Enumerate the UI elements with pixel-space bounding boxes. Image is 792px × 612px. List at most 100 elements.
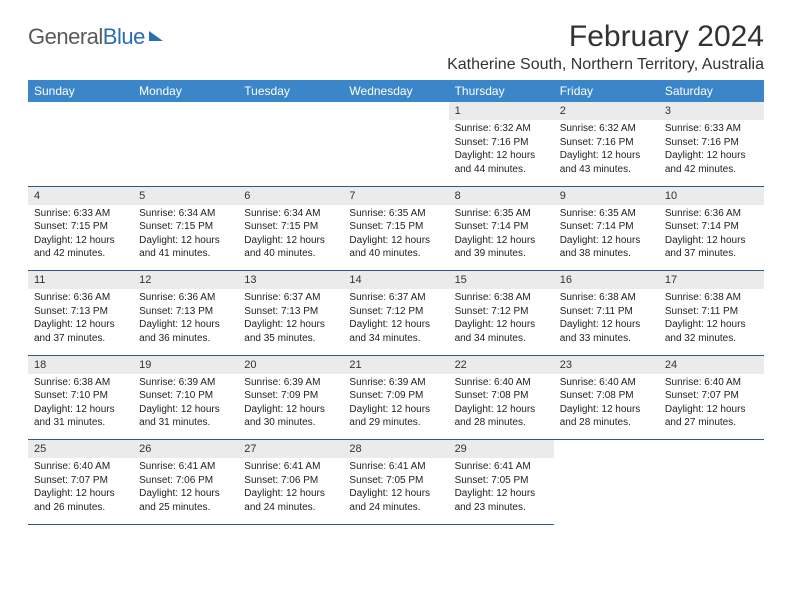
day-detail-line: Sunrise: 6:32 AM bbox=[560, 122, 653, 136]
day-number-row: 123 bbox=[28, 102, 764, 120]
day-detail-line: Sunset: 7:08 PM bbox=[560, 389, 653, 403]
day-detail-cell: Sunrise: 6:35 AMSunset: 7:15 PMDaylight:… bbox=[343, 205, 448, 271]
day-number-cell: 26 bbox=[133, 440, 238, 459]
brand-logo: GeneralBlue bbox=[28, 24, 163, 50]
day-detail-line: Daylight: 12 hours bbox=[560, 234, 653, 248]
weekday-header: Friday bbox=[554, 80, 659, 102]
day-number-cell: 28 bbox=[343, 440, 448, 459]
day-detail-row: Sunrise: 6:38 AMSunset: 7:10 PM Daylight:… bbox=[28, 374, 764, 440]
day-detail-line: Sunset: 7:15 PM bbox=[139, 220, 232, 234]
day-detail-line: Sunrise: 6:35 AM bbox=[349, 207, 442, 221]
day-detail-line: Daylight: 12 hours bbox=[665, 403, 758, 417]
day-detail-cell: Sunrise: 6:41 AMSunset: 7:05 PMDaylight:… bbox=[449, 458, 554, 524]
day-detail-line: and 41 minutes. bbox=[139, 247, 232, 261]
day-detail-cell: Sunrise: 6:34 AMSunset: 7:15 PMDaylight:… bbox=[238, 205, 343, 271]
day-detail-cell: Sunrise: 6:40 AMSunset: 7:08 PMDaylight:… bbox=[449, 374, 554, 440]
day-detail-line: and 34 minutes. bbox=[455, 332, 548, 346]
day-detail-line: Daylight: 12 hours bbox=[665, 318, 758, 332]
day-detail-cell: Sunrise: 6:40 AMSunset: 7:07 PMDaylight:… bbox=[28, 458, 133, 524]
day-detail-cell: Sunrise: 6:38 AMSunset: 7:10 PMDaylight:… bbox=[28, 374, 133, 440]
day-number-cell bbox=[343, 102, 448, 120]
day-detail-cell: Sunrise: 6:40 AMSunset: 7:07 PMDaylight:… bbox=[659, 374, 764, 440]
day-number-cell: 10 bbox=[659, 186, 764, 205]
day-detail-line: and 42 minutes. bbox=[34, 247, 127, 261]
calendar-body: 123Sunrise: 6:32 AMSunset: 7:16 PMDaylig… bbox=[28, 102, 764, 524]
day-number-cell: 8 bbox=[449, 186, 554, 205]
weekday-header: Thursday bbox=[449, 80, 554, 102]
day-detail-line: Sunrise: 6:38 AM bbox=[455, 291, 548, 305]
day-detail-line: Daylight: 12 hours bbox=[244, 318, 337, 332]
day-number-cell: 3 bbox=[659, 102, 764, 120]
day-detail-line: Sunset: 7:14 PM bbox=[455, 220, 548, 234]
day-detail-cell: Sunrise: 6:41 AMSunset: 7:05 PMDaylight:… bbox=[343, 458, 448, 524]
day-detail-line: Daylight: 12 hours bbox=[244, 487, 337, 501]
day-detail-line: Sunset: 7:06 PM bbox=[244, 474, 337, 488]
day-detail-cell: Sunrise: 6:39 AMSunset: 7:10 PMDaylight:… bbox=[133, 374, 238, 440]
day-detail-line: Daylight: 12 hours bbox=[560, 318, 653, 332]
day-detail-cell: Sunrise: 6:36 AMSunset: 7:13 PMDaylight:… bbox=[133, 289, 238, 355]
day-detail-line: Sunrise: 6:38 AM bbox=[34, 376, 127, 390]
day-detail-cell bbox=[659, 458, 764, 524]
brand-text: GeneralBlue bbox=[28, 24, 145, 50]
day-detail-line: Sunset: 7:16 PM bbox=[665, 136, 758, 150]
day-detail-line: Sunset: 7:09 PM bbox=[244, 389, 337, 403]
day-detail-line: Daylight: 12 hours bbox=[455, 318, 548, 332]
day-detail-line: and 37 minutes. bbox=[34, 332, 127, 346]
day-number-row: 11121314151617 bbox=[28, 271, 764, 290]
day-detail-line: and 28 minutes. bbox=[455, 416, 548, 430]
day-detail-line: Daylight: 12 hours bbox=[349, 487, 442, 501]
day-number-cell bbox=[28, 102, 133, 120]
day-detail-line: and 31 minutes. bbox=[34, 416, 127, 430]
day-detail-line: and 38 minutes. bbox=[560, 247, 653, 261]
day-detail-cell: Sunrise: 6:41 AMSunset: 7:06 PMDaylight:… bbox=[133, 458, 238, 524]
day-detail-line: Sunset: 7:07 PM bbox=[665, 389, 758, 403]
day-detail-line: Sunrise: 6:38 AM bbox=[665, 291, 758, 305]
day-detail-line: Daylight: 12 hours bbox=[139, 487, 232, 501]
day-detail-line: Sunrise: 6:41 AM bbox=[139, 460, 232, 474]
day-number-row: 45678910 bbox=[28, 186, 764, 205]
day-detail-line: Daylight: 12 hours bbox=[455, 487, 548, 501]
day-number-cell bbox=[659, 440, 764, 459]
day-number-cell: 29 bbox=[449, 440, 554, 459]
day-number-cell: 16 bbox=[554, 271, 659, 290]
day-detail-row: Sunrise: 6:32 AMSunset: 7:16 PMDaylight:… bbox=[28, 120, 764, 186]
day-detail-line: and 34 minutes. bbox=[349, 332, 442, 346]
day-detail-line: Sunrise: 6:40 AM bbox=[665, 376, 758, 390]
day-detail-line: Sunset: 7:13 PM bbox=[244, 305, 337, 319]
day-number-cell bbox=[238, 102, 343, 120]
day-detail-cell bbox=[133, 120, 238, 186]
day-detail-line: and 35 minutes. bbox=[244, 332, 337, 346]
page-header: GeneralBlue February 2024 Katherine Sout… bbox=[28, 20, 764, 74]
day-detail-cell: Sunrise: 6:37 AMSunset: 7:13 PMDaylight:… bbox=[238, 289, 343, 355]
day-detail-line: and 28 minutes. bbox=[560, 416, 653, 430]
day-detail-line: and 26 minutes. bbox=[34, 501, 127, 515]
day-detail-line: and 37 minutes. bbox=[665, 247, 758, 261]
day-number-cell: 21 bbox=[343, 355, 448, 374]
day-detail-cell: Sunrise: 6:33 AMSunset: 7:15 PMDaylight:… bbox=[28, 205, 133, 271]
day-detail-line: Sunset: 7:15 PM bbox=[349, 220, 442, 234]
day-number-cell: 25 bbox=[28, 440, 133, 459]
day-detail-line: and 24 minutes. bbox=[349, 501, 442, 515]
day-detail-cell: Sunrise: 6:36 AMSunset: 7:13 PMDaylight:… bbox=[28, 289, 133, 355]
day-detail-line: Sunset: 7:06 PM bbox=[139, 474, 232, 488]
day-detail-cell bbox=[28, 120, 133, 186]
day-number-cell: 13 bbox=[238, 271, 343, 290]
day-detail-cell: Sunrise: 6:35 AMSunset: 7:14 PMDaylight:… bbox=[449, 205, 554, 271]
day-detail-line: Daylight: 12 hours bbox=[139, 403, 232, 417]
day-detail-line: Sunset: 7:10 PM bbox=[34, 389, 127, 403]
day-detail-line: and 27 minutes. bbox=[665, 416, 758, 430]
day-detail-cell: Sunrise: 6:37 AMSunset: 7:12 PMDaylight:… bbox=[343, 289, 448, 355]
day-detail-line: Daylight: 12 hours bbox=[34, 318, 127, 332]
day-detail-cell: Sunrise: 6:34 AMSunset: 7:15 PMDaylight:… bbox=[133, 205, 238, 271]
day-detail-line: Sunset: 7:08 PM bbox=[455, 389, 548, 403]
day-number-cell: 6 bbox=[238, 186, 343, 205]
day-detail-line: Sunset: 7:16 PM bbox=[455, 136, 548, 150]
day-detail-line: Sunrise: 6:40 AM bbox=[34, 460, 127, 474]
day-detail-line: Sunset: 7:16 PM bbox=[560, 136, 653, 150]
day-number-cell: 19 bbox=[133, 355, 238, 374]
day-detail-line: and 40 minutes. bbox=[349, 247, 442, 261]
day-detail-line: Sunrise: 6:33 AM bbox=[665, 122, 758, 136]
day-detail-cell: Sunrise: 6:40 AMSunset: 7:08 PMDaylight:… bbox=[554, 374, 659, 440]
day-detail-line: Daylight: 12 hours bbox=[455, 149, 548, 163]
day-detail-line: Sunset: 7:15 PM bbox=[34, 220, 127, 234]
